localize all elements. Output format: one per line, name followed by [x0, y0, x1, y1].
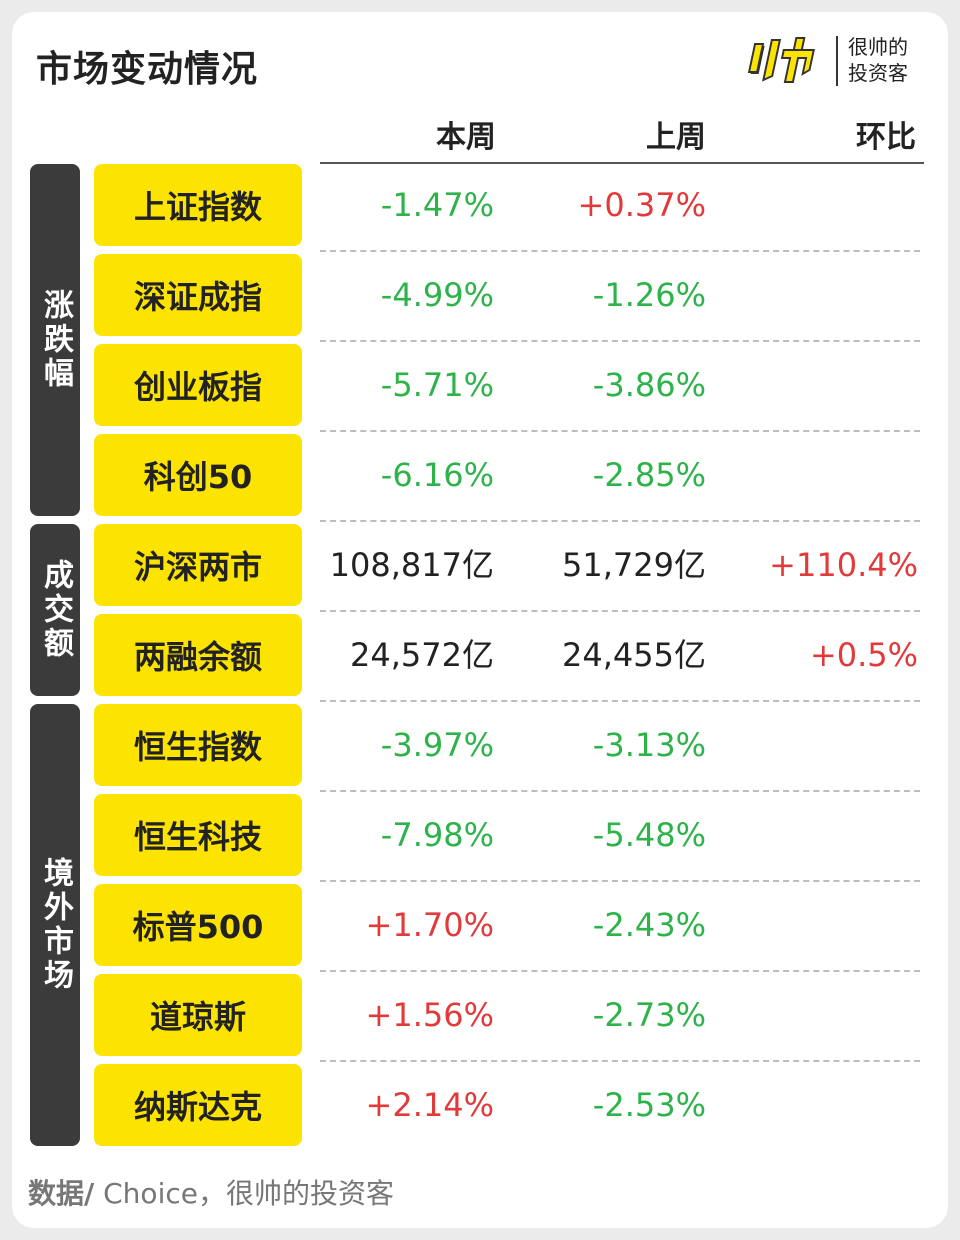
cell-change [698, 974, 918, 1056]
row-divider [320, 1060, 920, 1062]
row-divider [320, 700, 920, 702]
row-label: 纳斯达克 [94, 1064, 302, 1146]
row-label: 恒生指数 [94, 704, 302, 786]
cell-this-week: 108,817亿 [329, 546, 494, 584]
row-divider [320, 970, 920, 972]
header-rule [320, 162, 924, 164]
cell-last-week: -1.26% [592, 276, 706, 314]
cell-last-week: -3.86% [592, 366, 706, 404]
cell-last-week: -2.85% [592, 456, 706, 494]
row-divider [320, 250, 920, 252]
row-label: 深证成指 [94, 254, 302, 336]
cell-this-week: -4.99% [380, 276, 494, 314]
row-label: 恒生科技 [94, 794, 302, 876]
cell-this-week: +1.56% [365, 996, 494, 1034]
cell-change [698, 884, 918, 966]
row-label: 两融余额 [94, 614, 302, 696]
cell-change: +110.4% [769, 546, 918, 584]
cell-this-week: +2.14% [365, 1086, 494, 1124]
cell-last-week: +0.37% [577, 186, 706, 224]
cell-this-week: -6.16% [380, 456, 494, 494]
cell-this-week: -1.47% [380, 186, 494, 224]
cell-last-week: -5.48% [592, 816, 706, 854]
group-price-change: 涨跌幅 [30, 164, 80, 516]
cell-last-week: 51,729亿 [562, 546, 706, 584]
row-divider [320, 430, 920, 432]
row-label: 标普500 [94, 884, 302, 966]
cell-change [698, 434, 918, 516]
cell-change [698, 254, 918, 336]
row-label: 道琼斯 [94, 974, 302, 1056]
cell-change: +0.5% [809, 636, 918, 674]
row-label: 科创50 [94, 434, 302, 516]
cell-change [698, 164, 918, 246]
row-divider [320, 340, 920, 342]
cell-this-week: 24,572亿 [350, 636, 494, 674]
page-title: 市场变动情况 [36, 49, 259, 90]
brand-line1: 很帅的 [848, 35, 908, 59]
group-turnover: 成交额 [30, 524, 80, 696]
cell-change [698, 704, 918, 786]
brand-line2: 投资客 [848, 61, 908, 85]
cell-change [698, 344, 918, 426]
cell-last-week: -2.43% [592, 906, 706, 944]
row-divider [320, 520, 920, 522]
row-label: 创业板指 [94, 344, 302, 426]
cell-this-week: -3.97% [380, 726, 494, 764]
cell-last-week: -2.73% [592, 996, 706, 1034]
brand-text: 很帅的 投资客 [848, 34, 938, 86]
column-header-change: 环比 [856, 120, 916, 155]
column-header-this-week: 本周 [436, 120, 496, 155]
cell-this-week: +1.70% [365, 906, 494, 944]
source-note: 数据/ Choice，很帅的投资客 [28, 1177, 394, 1210]
brand-divider [836, 36, 838, 86]
cell-change [698, 794, 918, 876]
row-label: 上证指数 [94, 164, 302, 246]
cell-last-week: 24,455亿 [562, 636, 706, 674]
row-divider [320, 790, 920, 792]
cell-last-week: -2.53% [592, 1086, 706, 1124]
cell-last-week: -3.13% [592, 726, 706, 764]
shuai-logo-icon [747, 37, 815, 83]
row-divider [320, 880, 920, 882]
group-overseas: 境外市场 [30, 704, 80, 1146]
column-header-last-week: 上周 [646, 120, 706, 155]
cell-this-week: -7.98% [380, 816, 494, 854]
row-divider [320, 610, 920, 612]
cell-change [698, 1064, 918, 1146]
cell-this-week: -5.71% [380, 366, 494, 404]
row-label: 沪深两市 [94, 524, 302, 606]
